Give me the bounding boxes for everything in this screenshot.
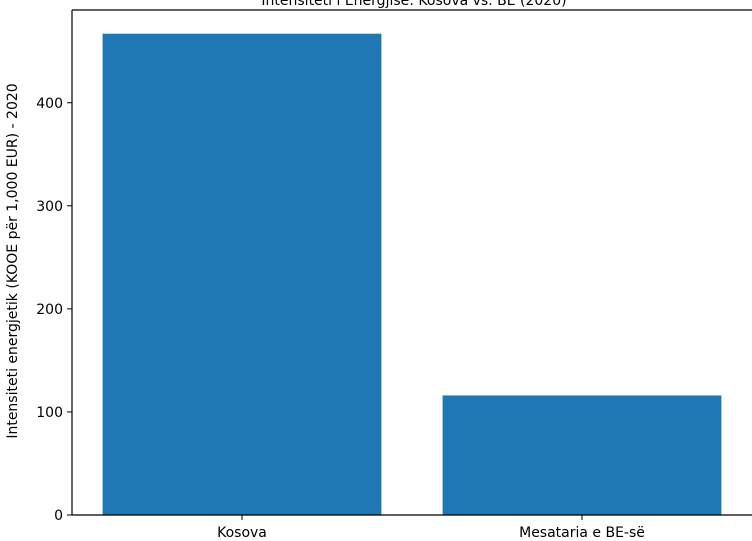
y-tick-label-3: 300 bbox=[36, 199, 63, 215]
y-tick-label-0: 0 bbox=[54, 508, 63, 524]
x-tick-label-0: Kosova bbox=[217, 525, 267, 541]
y-axis-label: Intensiteti energjetik (KOOE për 1,000 E… bbox=[5, 83, 21, 438]
x-tick-label-1: Mesataria e BE-së bbox=[519, 525, 645, 541]
bars-group bbox=[102, 33, 722, 516]
x-ticks-group: Kosova Mesataria e BE-së bbox=[217, 515, 645, 541]
bar-1 bbox=[442, 395, 722, 515]
y-tick-label-4: 400 bbox=[36, 96, 63, 112]
y-tick-label-1: 100 bbox=[36, 405, 63, 421]
bar-0 bbox=[102, 33, 382, 516]
y-ticks-group: 0 100 200 300 400 bbox=[36, 96, 72, 524]
chart-title: Intensiteti i Energjisë: Kosova vs. BE (… bbox=[261, 0, 566, 9]
y-tick-label-2: 200 bbox=[36, 302, 63, 318]
